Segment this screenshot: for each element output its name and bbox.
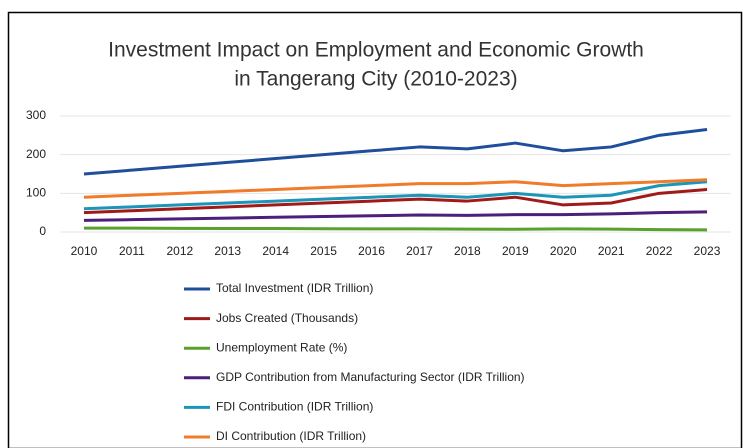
x-tick-label: 2017 bbox=[406, 244, 433, 258]
x-tick-label: 2022 bbox=[646, 244, 673, 258]
legend-label: DI Contribution (IDR Trillion) bbox=[216, 429, 366, 443]
legend-label: Unemployment Rate (%) bbox=[216, 340, 347, 354]
series-line bbox=[83, 187, 708, 215]
series-line bbox=[83, 180, 708, 211]
x-tick-label: 2018 bbox=[454, 244, 481, 258]
x-tick-label: 2012 bbox=[166, 244, 193, 258]
x-tick-label: 2013 bbox=[214, 244, 241, 258]
x-tick-label: 2023 bbox=[694, 244, 721, 258]
series-line bbox=[83, 128, 708, 176]
chart-title: in Tangerang City (2010-2023) bbox=[234, 68, 517, 91]
series-line bbox=[83, 226, 708, 232]
x-tick-label: 2021 bbox=[598, 244, 625, 258]
legend-label: Jobs Created (Thousands) bbox=[216, 311, 358, 325]
legend-label: Total Investment (IDR Trillion) bbox=[216, 281, 373, 295]
x-tick-label: 2010 bbox=[71, 244, 98, 258]
x-tick-label: 2011 bbox=[119, 244, 145, 258]
series-line bbox=[83, 210, 708, 222]
legend-label: FDI Contribution (IDR Trillion) bbox=[216, 400, 373, 414]
series-line bbox=[83, 178, 708, 199]
y-tick-label: 200 bbox=[26, 147, 46, 161]
legend-label: GDP Contribution from Manufacturing Sect… bbox=[216, 370, 525, 384]
y-tick-label: 300 bbox=[26, 108, 46, 122]
x-tick-label: 2016 bbox=[358, 244, 385, 258]
chart-title: Investment Impact on Employment and Econ… bbox=[108, 39, 644, 62]
y-tick-label: 100 bbox=[26, 186, 46, 200]
x-tick-label: 2014 bbox=[262, 244, 289, 258]
y-tick-label: 0 bbox=[39, 224, 46, 238]
x-tick-label: 2019 bbox=[502, 244, 529, 258]
x-tick-label: 2015 bbox=[310, 244, 337, 258]
x-tick-label: 2020 bbox=[550, 244, 577, 258]
